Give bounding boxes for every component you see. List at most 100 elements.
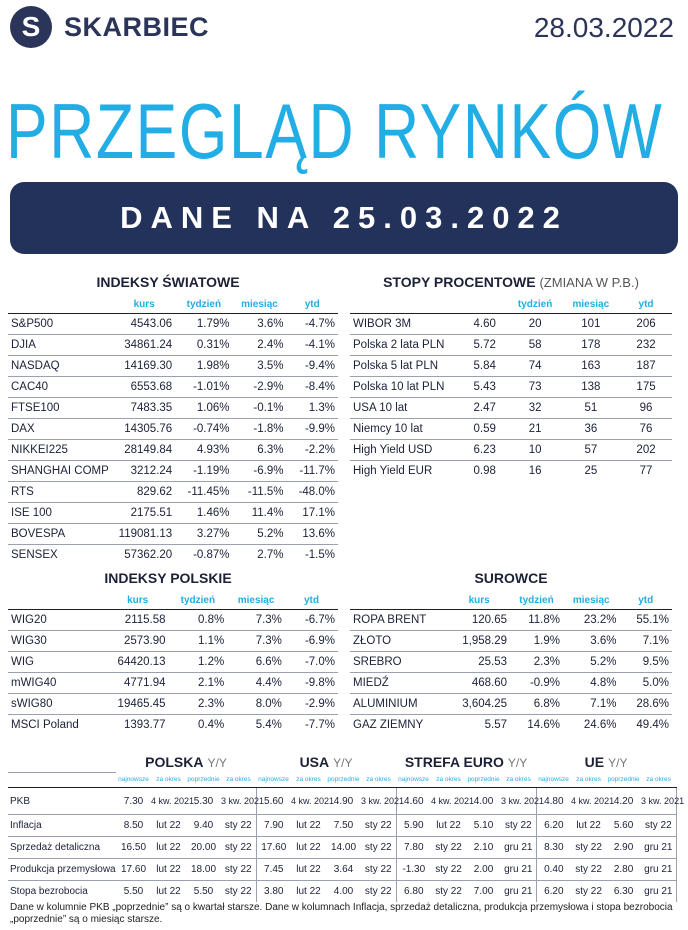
cell-value: 1393.77 [123,719,166,731]
polish-indices-title: INDEKSY POLSKIE [104,570,232,586]
cell-value: sty 22 [641,814,677,837]
row-label: sWIG80 [8,693,107,715]
cell-value: 4.00 [333,886,354,897]
cell-value: sty 22 [431,858,467,881]
cell-value: 2.4% [232,334,287,356]
cell-value: 55.1% [619,609,672,631]
table-row: RTS 829.62 -11.45% -11.5% -48.0% [8,481,338,503]
footnote: Dane w kolumnie PKB „poprzednie” są o kw… [10,902,673,925]
world-indices-table: kurs tydzień miesiąc ytd S&P500 4543.06 1.79% 3… [8,295,338,565]
cell-value: -9.9% [286,418,338,440]
header-blank [350,295,461,314]
cell-value: gru 21 [501,858,537,881]
cell-value: lut 22 [151,858,186,881]
cell-value: 24.6% [583,719,617,731]
macro-row: Inflacja 8.50 lut 22 9.40 sty 22 7.90 lut 22 7.… [8,814,677,837]
cell-value: 16 [528,465,542,477]
cell-value: 5.90 [396,814,432,837]
row-label: ZŁOTO [350,630,449,652]
cell-value: 9.40 [186,814,221,837]
cell-value: -0.1% [232,397,287,419]
cell-value: lut 22 [431,814,467,837]
macro-row: Produkcja przemysłowa 17.60 lut 22 18.00 sty… [8,858,677,881]
cell-value: lut 22 [156,886,181,897]
cell-value: 25 [584,465,598,477]
interest-rates-subtitle: (ZMIANA W P.B.) [539,275,639,290]
cell-value: 0.98 [473,465,496,477]
cell-value: -1.5% [304,549,335,561]
table-row: WIBOR 3M 4.60 20 101 206 [350,313,672,335]
cell-value: -9.4% [286,355,338,377]
region-name: STREFA EURO [404,753,504,770]
cell-value: gru 21 [501,880,537,902]
cell-value: 178 [561,334,621,356]
cell-value: 0.4% [198,719,225,731]
cell-value: 5.60 [606,814,642,837]
cell-value: gru 21 [501,836,537,859]
cell-value: lut 22 [291,836,326,859]
cell-value: 17.60 [116,858,151,881]
cell-value: 3.6% [563,630,620,652]
cell-value: lut 22 [571,814,607,837]
commodities-table: kurs tydzień miesiąc ytd ROPA BRENT 120.65 11.… [350,591,672,735]
table-row: Polska 2 lata PLN 5.72 58 178 232 [350,334,672,356]
cell-value: 4543.06 [113,313,176,335]
row-label: PKB [8,787,116,815]
cell-value: 0.59 [460,418,509,440]
cell-value: 5.84 [460,355,509,377]
table-row: DAX 14305.76 -0.74% -1.8% -9.9% [8,418,338,440]
cell-value: 7.50 [326,814,361,837]
table-row: WIG20 2115.58 0.8% 7.3% -6.7% [8,609,338,631]
cell-value: lut 22 [151,814,186,837]
cell-value: 4.60 [460,313,509,335]
row-label: USA 10 lat [350,397,461,419]
cell-value: 6.8% [510,693,563,715]
cell-value: -8.4% [286,376,338,398]
column-subheader: za okres [641,772,677,788]
table-row: SHANGHAI COMP 3212.24 -1.19% -6.9% -11.7% [8,460,338,482]
column-header: tydzień [510,591,563,610]
column-subheader: najnowsze [116,772,151,788]
cell-value: 7.3% [227,609,285,631]
region-suffix: Y/Y [207,755,227,770]
data-date-banner: DANE NA 25.03.2022 [10,182,678,254]
row-label: WIG20 [8,609,107,631]
cell-value: -1.8% [232,418,287,440]
cell-value: 5.72 [460,334,509,356]
column-header: miesiąc [227,591,285,610]
cell-value: 5.4% [255,719,282,731]
cell-value: sty 22 [361,858,397,881]
row-label: FTSE100 [8,397,114,419]
table-row: ALUMINIUM 3,604.25 6.8% 7.1% 28.6% [350,693,672,715]
cell-value: 20 [508,313,562,335]
logo-icon: S [10,6,52,48]
cell-value: 7.3% [227,630,285,652]
cell-value: 2.10 [466,836,502,859]
cell-value: 2.90 [606,836,642,859]
row-label: S&P500 [8,313,114,335]
cell-value: 4 kw. 2021 [571,787,614,815]
cell-value: -7.0% [284,651,338,673]
cell-value: 1.2% [168,651,228,673]
cell-value: sty 22 [435,886,462,897]
column-subheader: najnowsze [256,772,291,788]
row-label: DJIA [8,334,114,356]
row-label: NASDAQ [8,355,114,377]
column-header: tydzień [175,295,233,314]
cell-value: 5.50 [123,886,144,897]
interest-rates-section: STOPY PROCENTOWE (ZMIANA W P.B.) tydzień… [350,274,672,481]
row-label: SHANGHAI COMP [8,460,114,482]
cell-value: -0.9% [510,672,563,694]
cell-value: -1.30 [396,858,432,881]
cell-value: 2.3% [510,651,563,673]
region-name: USA [299,753,330,770]
cell-value: sty 22 [501,814,537,837]
cell-value: 5.0% [619,672,672,694]
cell-value: 1.46% [175,502,233,524]
row-label: High Yield EUR [353,465,433,477]
cell-value: sty 22 [575,886,602,897]
region-header: USA Y/Y [256,751,396,773]
column-header: kurs [106,591,169,610]
cell-value: 8.30 [536,836,572,859]
cell-value: 4.93% [175,439,233,461]
